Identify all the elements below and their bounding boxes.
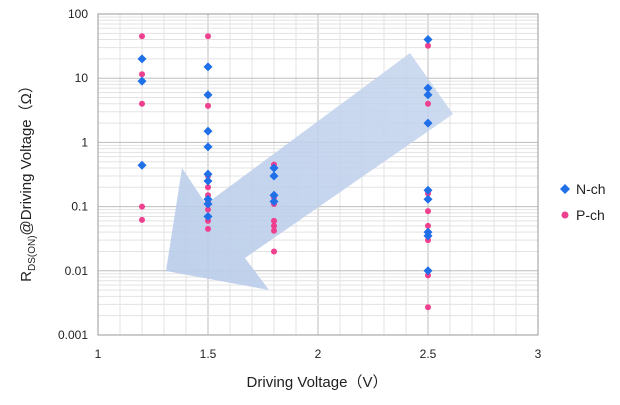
point-n-ch [269, 171, 279, 181]
y-axis-title: RDS(ON)@Driving Voltage（Ω） [18, 78, 38, 282]
point-n-ch [423, 118, 433, 128]
point-n-ch [269, 163, 279, 173]
point-n-ch [423, 90, 433, 100]
point-n-ch [137, 54, 147, 64]
x-tick-label: 3 [535, 347, 542, 361]
point-n-ch [203, 169, 213, 179]
x-axis-title: Driving Voltage（V） [247, 374, 388, 391]
trend-arrow [166, 53, 453, 290]
point-p-ch [139, 203, 145, 210]
point-n-ch [137, 76, 147, 86]
point-n-ch [423, 266, 433, 276]
point-n-ch [203, 176, 213, 186]
legend: N-ch P-ch [560, 181, 606, 223]
y-axis-title-suffix: @Driving Voltage（Ω） [18, 78, 35, 235]
legend-label: P-ch [576, 207, 605, 223]
point-p-ch [139, 100, 145, 107]
point-n-ch [203, 90, 213, 100]
y-axis-title-subscript: DS(ON) [27, 235, 38, 271]
point-n-ch [203, 212, 213, 222]
point-p-ch [139, 71, 145, 78]
point-n-ch [269, 197, 279, 207]
point-n-ch [423, 231, 433, 241]
point-p-ch [425, 272, 431, 279]
point-p-ch [425, 42, 431, 49]
plot-border [97, 13, 539, 336]
point-n-ch [423, 83, 433, 93]
point-n-ch [137, 160, 147, 170]
point-n-ch [203, 126, 213, 136]
point-n-ch [203, 199, 213, 209]
legend-marker-p-ch [561, 211, 569, 219]
point-p-ch [271, 248, 277, 255]
point-n-ch [203, 62, 213, 72]
point-p-ch [425, 222, 431, 229]
point-n-ch [423, 194, 433, 204]
y-tick-label: 0.1 [71, 200, 88, 214]
point-n-ch [203, 142, 213, 152]
point-p-ch [425, 208, 431, 215]
point-p-ch [205, 225, 211, 232]
y-tick-label: 10 [75, 71, 89, 85]
point-n-ch [203, 194, 213, 204]
point-p-ch [271, 222, 277, 229]
point-p-ch [205, 184, 211, 191]
x-tick-label: 1.5 [200, 347, 217, 361]
data-points [137, 33, 433, 311]
y-axis-title-prefix: R [18, 271, 35, 282]
x-tick-label: 2 [315, 347, 322, 361]
point-n-ch [269, 190, 279, 200]
point-p-ch [271, 227, 277, 234]
y-tick-label: 100 [68, 7, 88, 21]
point-p-ch [205, 102, 211, 109]
point-n-ch [423, 185, 433, 195]
point-n-ch [423, 35, 433, 45]
point-p-ch [139, 216, 145, 223]
point-p-ch [425, 100, 431, 107]
legend-marker-n-ch [560, 184, 570, 194]
x-tick-label: 2.5 [420, 347, 437, 361]
point-p-ch [425, 304, 431, 311]
x-tick-label: 1 [95, 347, 102, 361]
y-tick-label: 1 [81, 135, 88, 149]
y-tick-label: 0.01 [65, 264, 89, 278]
legend-label: N-ch [576, 181, 606, 197]
axis-ticks: 1 1.5 2 2.5 3 0.001 0.01 0.1 1 10 100 [58, 7, 542, 361]
point-p-ch [271, 217, 277, 224]
point-p-ch [205, 206, 211, 213]
y-tick-label: 0.001 [58, 328, 88, 342]
point-p-ch [139, 33, 145, 40]
point-p-ch [205, 33, 211, 40]
